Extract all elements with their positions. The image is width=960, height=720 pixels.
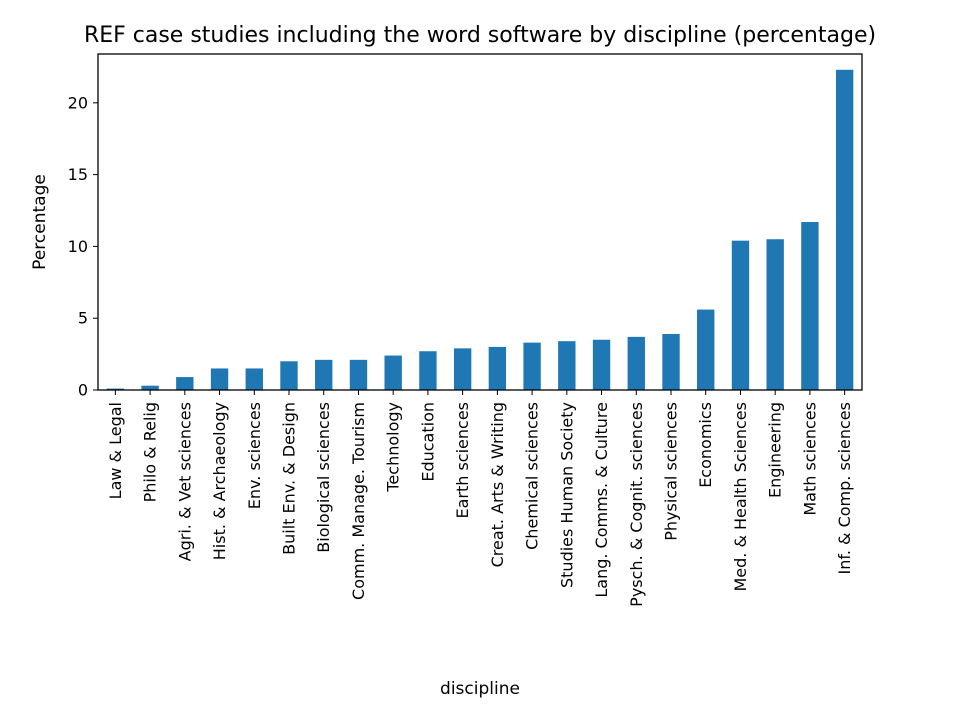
bar [176,377,194,390]
x-tick-label: Comm. Manage. Tourism [349,402,368,600]
y-axis-label: Percentage [30,174,50,270]
x-tick-label: Inf. & Comp. sciences [835,402,854,574]
y-tick-label: 20 [68,93,88,112]
x-tick-label: Economics [696,402,715,488]
x-tick-label: Creat. Arts & Writing [488,402,507,567]
x-tick-label: Hist. & Archaeology [210,402,229,560]
x-tick-label: Med. & Health Sciences [731,402,750,592]
bar [349,359,368,390]
bars-group [106,69,854,391]
x-tick-label: Chemical sciences [523,402,542,550]
bar [141,385,159,390]
bar [488,346,507,390]
y-tick-label: 10 [68,237,88,256]
x-tick-label: Earth sciences [453,402,472,519]
x-tick-label: Philo & Relig [141,402,160,502]
x-tick-label: Agri. & Vet sciences [175,402,194,561]
plot-frame [97,53,863,391]
bar [210,368,229,390]
bar [731,240,750,390]
bar [697,309,715,390]
bar [662,334,680,390]
bar [801,222,819,390]
x-tick-label: Env. sciences [245,402,264,509]
x-axis-label: discipline [440,679,520,699]
x-tick-label: Education [418,402,437,482]
chart-title: REF case studies including the word soft… [84,23,876,48]
bar [106,388,125,390]
bar [419,351,437,390]
x-tick-label: Law & Legal [106,402,125,499]
x-tick-label: Studies Human Society [557,402,576,588]
bar [453,348,472,390]
bar [523,342,541,390]
bar [627,336,645,390]
x-tick-label: Biological sciences [314,402,333,553]
bar [315,359,333,390]
y-axis-ticks: 0 5 10 15 20 [68,93,98,400]
x-tick-label: Engineering [766,402,785,498]
x-tick-label: Math sciences [800,402,819,516]
x-tick-label: Built Env. & Design [280,402,299,555]
bar [835,69,854,391]
bar [558,341,576,390]
bar [280,361,298,390]
y-tick-label: 15 [68,165,88,184]
x-tick-label: Pysch. & Cognit. sciences [627,402,646,607]
bar [592,339,611,390]
bar [384,355,402,390]
x-tick-label: Physical sciences [662,402,681,541]
y-tick-label: 5 [78,309,88,328]
x-tick-label: Lang. Comms. & Culture [592,402,611,598]
bar [245,368,263,390]
x-tick-label: Technology [384,402,403,493]
y-tick-label: 0 [78,381,88,400]
bar [766,239,784,390]
x-axis-ticks: Law & Legal Philo & Relig Agri. & Vet scie… [106,390,854,607]
